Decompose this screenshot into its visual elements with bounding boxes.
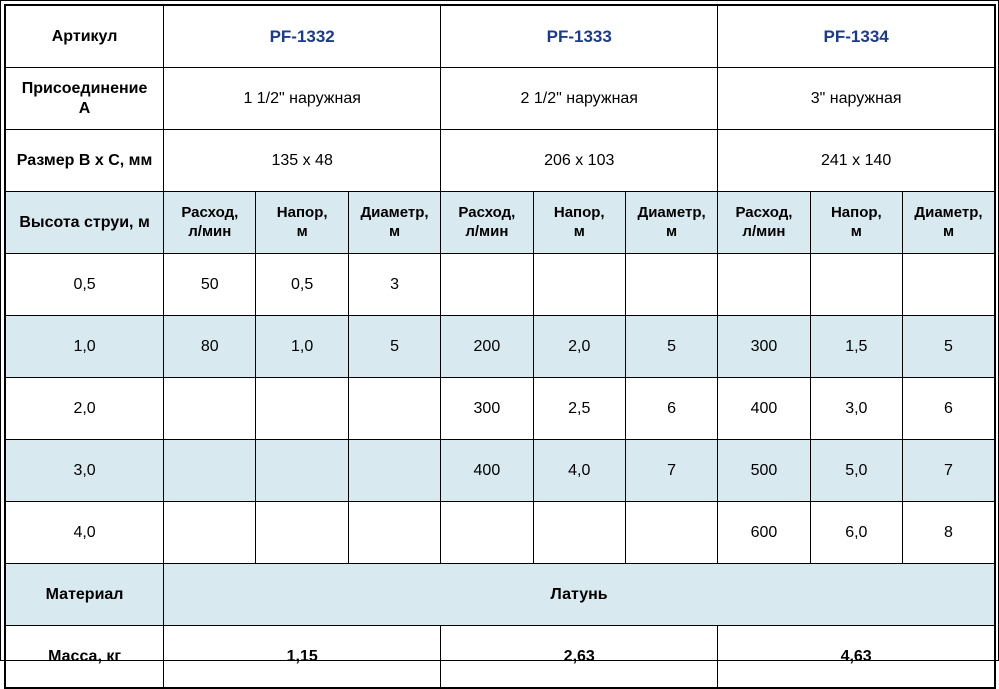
jet-cell: 3 xyxy=(347,253,442,316)
mass-value-3: 4,63 xyxy=(717,625,996,689)
article-label: Артикул xyxy=(4,4,165,68)
jet-cell: 4,0 xyxy=(532,439,626,502)
row-subheaders: Высота струи, м Расход, л/мин Напор, м Д… xyxy=(4,191,996,254)
row-article: Артикул PF-1332 PF-1333 PF-1334 xyxy=(4,4,996,68)
jet-cell: 2,5 xyxy=(532,377,626,440)
jet-row-1-0: 1,0 80 1,0 5 200 2,0 5 300 1,5 5 xyxy=(4,315,996,378)
connection-value-1: 1 1/2" наружная xyxy=(163,67,442,130)
jet-row-0-5: 0,5 50 0,5 3 xyxy=(4,253,996,316)
jet-cell xyxy=(809,253,904,316)
jet-cell: 50 xyxy=(163,253,257,316)
jet-cell: 400 xyxy=(440,439,534,502)
jet-cell xyxy=(624,501,719,564)
row-size: Размер B x C, мм 135 x 48 206 x 103 241 … xyxy=(4,129,996,192)
jet-cell xyxy=(624,253,719,316)
material-value: Латунь xyxy=(163,563,996,626)
mass-value-2: 2,63 xyxy=(440,625,719,689)
spec-table: Артикул PF-1332 PF-1333 PF-1334 Присоеди… xyxy=(4,4,996,689)
jet-cell: 5 xyxy=(347,315,442,378)
jet-height-value: 1,0 xyxy=(4,315,165,378)
jet-cell: 5 xyxy=(624,315,719,378)
head-header-2: Напор, м xyxy=(532,191,626,254)
jet-cell: 0,5 xyxy=(255,253,349,316)
jet-cell: 8 xyxy=(902,501,996,564)
jet-cell: 300 xyxy=(440,377,534,440)
jet-row-2-0: 2,0 300 2,5 6 400 3,0 6 xyxy=(4,377,996,440)
jet-cell xyxy=(163,439,257,502)
size-value-2: 206 x 103 xyxy=(440,129,719,192)
diameter-header-2: Диаметр, м xyxy=(624,191,719,254)
article-value-pf-1333: PF-1333 xyxy=(440,4,719,68)
jet-cell xyxy=(255,501,349,564)
jet-height-value: 3,0 xyxy=(4,439,165,502)
size-value-1: 135 x 48 xyxy=(163,129,442,192)
size-label: Размер B x C, мм xyxy=(4,129,165,192)
jet-cell: 6 xyxy=(902,377,996,440)
jet-height-label: Высота струи, м xyxy=(4,191,165,254)
flow-header-3: Расход, л/мин xyxy=(717,191,811,254)
article-value-pf-1334: PF-1334 xyxy=(717,4,996,68)
connection-label: Присоединение А xyxy=(4,67,165,130)
head-header-3: Напор, м xyxy=(809,191,904,254)
jet-cell xyxy=(532,253,626,316)
jet-row-3-0: 3,0 400 4,0 7 500 5,0 7 xyxy=(4,439,996,502)
size-value-3: 241 x 140 xyxy=(717,129,996,192)
jet-cell: 1,0 xyxy=(255,315,349,378)
jet-cell xyxy=(440,501,534,564)
jet-cell xyxy=(717,253,811,316)
connection-value-2: 2 1/2" наружная xyxy=(440,67,719,130)
flow-header-2: Расход, л/мин xyxy=(440,191,534,254)
jet-cell xyxy=(902,253,996,316)
jet-cell: 300 xyxy=(717,315,811,378)
article-value-pf-1332: PF-1332 xyxy=(163,4,442,68)
material-label: Материал xyxy=(4,563,165,626)
jet-height-value: 0,5 xyxy=(4,253,165,316)
jet-cell: 1,5 xyxy=(809,315,904,378)
jet-cell: 5,0 xyxy=(809,439,904,502)
flow-header-1: Расход, л/мин xyxy=(163,191,257,254)
jet-cell xyxy=(440,253,534,316)
row-material: Материал Латунь xyxy=(4,563,996,626)
jet-cell xyxy=(163,377,257,440)
jet-cell: 6,0 xyxy=(809,501,904,564)
connection-value-3: 3" наружная xyxy=(717,67,996,130)
jet-height-value: 4,0 xyxy=(4,501,165,564)
jet-cell: 600 xyxy=(717,501,811,564)
row-mass: Масса, кг 1,15 2,63 4,63 xyxy=(4,625,996,689)
jet-cell xyxy=(347,377,442,440)
mass-value-1: 1,15 xyxy=(163,625,442,689)
jet-cell: 5 xyxy=(902,315,996,378)
jet-cell xyxy=(347,439,442,502)
jet-cell: 400 xyxy=(717,377,811,440)
jet-cell: 500 xyxy=(717,439,811,502)
jet-cell: 3,0 xyxy=(809,377,904,440)
jet-height-value: 2,0 xyxy=(4,377,165,440)
jet-cell: 7 xyxy=(902,439,996,502)
jet-cell xyxy=(255,439,349,502)
row-connection: Присоединение А 1 1/2" наружная 2 1/2" н… xyxy=(4,67,996,130)
head-header-1: Напор, м xyxy=(255,191,349,254)
jet-cell xyxy=(347,501,442,564)
jet-cell: 80 xyxy=(163,315,257,378)
jet-cell: 200 xyxy=(440,315,534,378)
jet-cell xyxy=(163,501,257,564)
jet-cell xyxy=(532,501,626,564)
mass-label: Масса, кг xyxy=(4,625,165,689)
jet-cell xyxy=(255,377,349,440)
diameter-header-1: Диаметр, м xyxy=(347,191,442,254)
jet-cell: 7 xyxy=(624,439,719,502)
jet-cell: 2,0 xyxy=(532,315,626,378)
jet-cell: 6 xyxy=(624,377,719,440)
jet-row-4-0: 4,0 600 6,0 8 xyxy=(4,501,996,564)
diameter-header-3: Диаметр, м xyxy=(902,191,996,254)
